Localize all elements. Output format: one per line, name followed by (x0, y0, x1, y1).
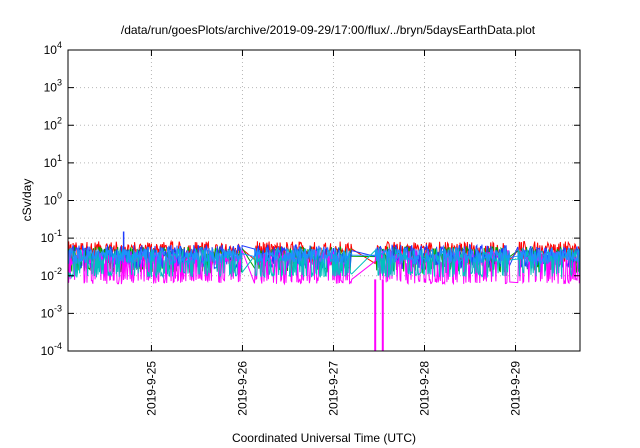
y-tick-label: 101 (44, 153, 62, 170)
y-tick-label: 100 (44, 191, 62, 208)
x-tick-label: 2019-9-25 (144, 361, 158, 416)
x-tick-label: 2019-9-29 (509, 361, 523, 416)
x-tick-label: 2019-9-28 (418, 361, 432, 416)
y-tick-label: 102 (44, 115, 62, 132)
x-axis-label: Coordinated Universal Time (UTC) (232, 431, 416, 445)
y-tick-label: 103 (44, 78, 62, 95)
y-tick-label: 10-4 (41, 341, 62, 358)
chart-title: /data/run/goesPlots/archive/2019-09-29/1… (121, 23, 536, 37)
series-layer (67, 231, 581, 351)
series-line (67, 245, 581, 267)
grid (68, 50, 580, 351)
y-axis: 10-4 10-3 10-2 10-1 100 101 102 103 104 (41, 40, 580, 358)
y-tick-label: 10-3 (41, 303, 62, 320)
y-tick-label: 104 (44, 40, 62, 57)
x-axis: 2019-9-25 2019-9-26 2019-9-27 2019-9-28 2019… (144, 50, 523, 416)
y-tick-label: 10-1 (41, 228, 62, 245)
y-tick-label: 10-2 (41, 266, 62, 283)
x-tick-label: 2019-9-26 (235, 361, 249, 416)
y-axis-label: cSv/day (20, 179, 34, 222)
x-tick-label: 2019-9-27 (326, 361, 340, 416)
